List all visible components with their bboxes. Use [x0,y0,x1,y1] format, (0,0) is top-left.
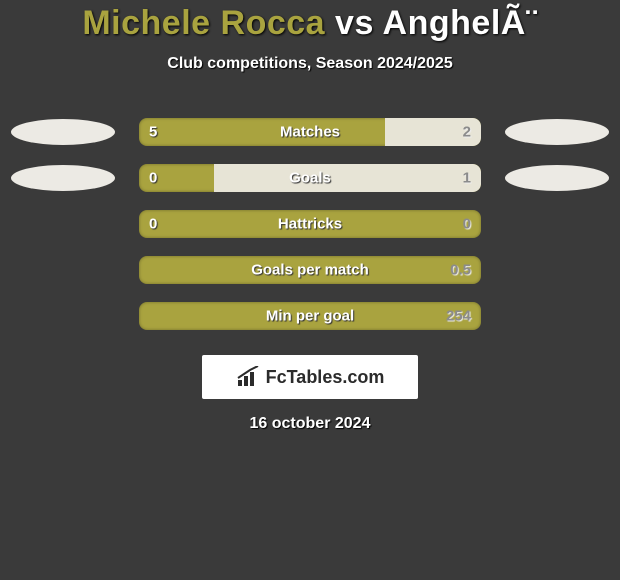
stat-value-right: 2 [463,124,471,141]
page-title: Michele Rocca vs AnghelÃ¨ [0,4,620,43]
branding-badge[interactable]: FcTables.com [202,355,418,399]
date-text: 16 october 2024 [0,415,620,433]
player2-avatar-placeholder [505,165,609,191]
player1-avatar-placeholder [11,119,115,145]
bar-chart-icon [236,366,262,388]
stat-label: Goals [289,170,331,187]
stat-label: Min per goal [266,308,354,325]
branding-text: FcTables.com [266,367,385,388]
stat-row-hattricks: 0 Hattricks 0 [0,201,620,247]
stat-bar: 5 Matches 2 [139,118,481,146]
stat-label: Hattricks [278,216,342,233]
stat-bar-right-fill [214,164,481,192]
stat-bar: Goals per match 0.5 [139,256,481,284]
stat-label: Goals per match [251,262,369,279]
stat-value-left: 0 [149,170,157,187]
vs-text: vs [335,4,374,42]
stat-row-goals-per-match: Goals per match 0.5 [0,247,620,293]
stat-value-right: 1 [463,170,471,187]
player2-name: AnghelÃ¨ [383,4,538,42]
player1-avatar-placeholder [11,165,115,191]
stat-value-right: 254 [446,308,471,325]
stat-value-right: 0 [463,216,471,233]
stat-bar: 0 Goals 1 [139,164,481,192]
player2-avatar-placeholder [505,119,609,145]
stat-bar: 0 Hattricks 0 [139,210,481,238]
player1-name: Michele Rocca [82,4,325,42]
stats-rows: 5 Matches 2 0 Goals 1 0 Hattricks 0 [0,109,620,339]
comparison-widget: Michele Rocca vs AnghelÃ¨ Club competiti… [0,0,620,433]
stat-value-right: 0.5 [450,262,471,279]
stat-row-goals: 0 Goals 1 [0,155,620,201]
stat-label: Matches [280,124,340,141]
subtitle: Club competitions, Season 2024/2025 [0,55,620,73]
stat-value-left: 5 [149,124,157,141]
stat-row-matches: 5 Matches 2 [0,109,620,155]
stat-row-min-per-goal: Min per goal 254 [0,293,620,339]
stat-bar: Min per goal 254 [139,302,481,330]
stat-value-left: 0 [149,216,157,233]
